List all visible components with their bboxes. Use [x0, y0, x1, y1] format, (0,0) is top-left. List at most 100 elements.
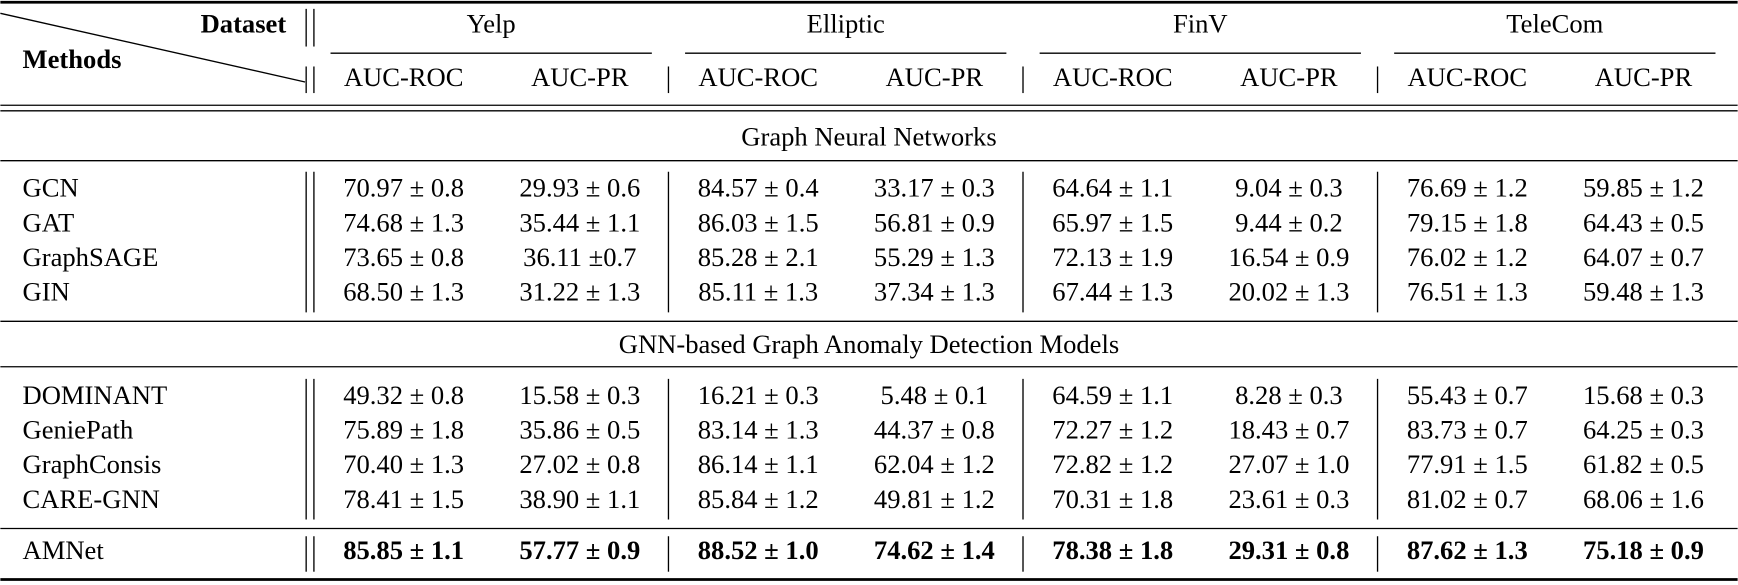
cell: 75.89 ± 1.8 — [343, 415, 464, 445]
cell: 75.18 ± 0.9 — [1583, 535, 1704, 565]
cell: 64.59 ± 1.1 — [1052, 380, 1173, 410]
cell: 84.57 ± 0.4 — [698, 173, 819, 203]
method: CARE-GNN — [23, 484, 160, 514]
cell: 8.28 ± 0.3 — [1235, 380, 1343, 410]
metric: AUC-PR — [1595, 62, 1693, 92]
cell: 38.90 ± 1.1 — [519, 484, 640, 514]
cell: 68.06 ± 1.6 — [1583, 484, 1704, 514]
cell: 76.69 ± 1.2 — [1407, 173, 1528, 203]
cell: 64.07 ± 0.7 — [1583, 242, 1704, 272]
dataset-name: Yelp — [467, 9, 516, 39]
cell: 67.44 ± 1.3 — [1052, 277, 1173, 307]
cell: 27.02 ± 0.8 — [519, 449, 640, 479]
cell: 29.93 ± 0.6 — [519, 173, 640, 203]
cell: 74.62 ± 1.4 — [874, 535, 995, 565]
corner-dataset: Dataset — [201, 9, 287, 39]
corner-methods: Methods — [23, 44, 122, 74]
cell: 23.61 ± 0.3 — [1228, 484, 1349, 514]
diagonal — [0, 12, 306, 83]
metric: AUC-PR — [886, 62, 984, 92]
method: DOMINANT — [23, 380, 168, 410]
cell: 15.58 ± 0.3 — [519, 380, 640, 410]
cell: 55.43 ± 0.7 — [1407, 380, 1528, 410]
dataset-name: TeleCom — [1506, 9, 1603, 39]
cell: 36.11 ±0.7 — [523, 242, 636, 272]
dataset-name: FinV — [1173, 9, 1228, 39]
cell: 83.73 ± 0.7 — [1407, 415, 1528, 445]
cell: 18.43 ± 0.7 — [1228, 415, 1349, 445]
cell: 16.54 ± 0.9 — [1228, 242, 1349, 272]
cell: 72.27 ± 1.2 — [1052, 415, 1173, 445]
cell: 88.52 ± 1.0 — [698, 535, 819, 565]
cell: 55.29 ± 1.3 — [874, 242, 995, 272]
cell: 65.97 ± 1.5 — [1052, 207, 1173, 237]
metric: AUC-ROC — [1407, 62, 1527, 92]
cell: 64.64 ± 1.1 — [1052, 173, 1173, 203]
cell: 87.62 ± 1.3 — [1407, 535, 1528, 565]
cell: 86.14 ± 1.1 — [698, 449, 819, 479]
cell: 49.81 ± 1.2 — [874, 484, 995, 514]
cell: 29.31 ± 0.8 — [1228, 535, 1349, 565]
method: GIN — [23, 277, 70, 307]
cell: 74.68 ± 1.3 — [343, 207, 464, 237]
cell: 35.44 ± 1.1 — [519, 207, 640, 237]
metric: AUC-PR — [531, 62, 629, 92]
method: GAT — [23, 207, 75, 237]
cell: 78.38 ± 1.8 — [1052, 535, 1173, 565]
cell: 61.82 ± 0.5 — [1583, 449, 1704, 479]
cell: 59.48 ± 1.3 — [1583, 277, 1704, 307]
method: GCN — [23, 173, 79, 203]
cell: 33.17 ± 0.3 — [874, 173, 995, 203]
cell: 16.21 ± 0.3 — [698, 380, 819, 410]
cell: 64.25 ± 0.3 — [1583, 415, 1704, 445]
cell: 72.13 ± 1.9 — [1052, 242, 1173, 272]
cell: 64.43 ± 0.5 — [1583, 207, 1704, 237]
cell: 79.15 ± 1.8 — [1407, 207, 1528, 237]
cell: 85.11 ± 1.3 — [698, 277, 818, 307]
method: GraphConsis — [23, 449, 162, 479]
metric: AUC-PR — [1240, 62, 1338, 92]
cell: 68.50 ± 1.3 — [343, 277, 464, 307]
cell: 56.81 ± 0.9 — [874, 207, 995, 237]
cell: 59.85 ± 1.2 — [1583, 173, 1704, 203]
cell: 77.91 ± 1.5 — [1407, 449, 1528, 479]
cell: 49.32 ± 0.8 — [343, 380, 464, 410]
cell: 31.22 ± 1.3 — [519, 277, 640, 307]
metric: AUC-ROC — [344, 62, 464, 92]
method: GraphSAGE — [23, 242, 159, 272]
cell: 20.02 ± 1.3 — [1228, 277, 1349, 307]
cell: 86.03 ± 1.5 — [698, 207, 819, 237]
cell: 57.77 ± 0.9 — [519, 535, 640, 565]
metric: AUC-ROC — [1053, 62, 1173, 92]
section-title: GNN-based Graph Anomaly Detection Models — [619, 329, 1119, 359]
cell: 85.85 ± 1.1 — [343, 535, 464, 565]
cell: 27.07 ± 1.0 — [1228, 449, 1349, 479]
cell: 73.65 ± 0.8 — [343, 242, 464, 272]
metric: AUC-ROC — [698, 62, 818, 92]
cell: 76.51 ± 1.3 — [1407, 277, 1528, 307]
cell: 70.40 ± 1.3 — [343, 449, 464, 479]
cell: 83.14 ± 1.3 — [698, 415, 819, 445]
dataset-name: Elliptic — [807, 9, 885, 39]
cell: 15.68 ± 0.3 — [1583, 380, 1704, 410]
cell: 70.31 ± 1.8 — [1052, 484, 1173, 514]
cell: 85.28 ± 2.1 — [698, 242, 819, 272]
cell: 72.82 ± 1.2 — [1052, 449, 1173, 479]
cell: 81.02 ± 0.7 — [1407, 484, 1528, 514]
cell: 5.48 ± 0.1 — [881, 380, 989, 410]
cell: 85.84 ± 1.2 — [698, 484, 819, 514]
cell: 62.04 ± 1.2 — [874, 449, 995, 479]
method: AMNet — [23, 535, 105, 565]
method: GeniePath — [23, 415, 134, 445]
cell: 37.34 ± 1.3 — [874, 277, 995, 307]
cell: 76.02 ± 1.2 — [1407, 242, 1528, 272]
cell: 9.44 ± 0.2 — [1235, 207, 1343, 237]
cell: 70.97 ± 0.8 — [343, 173, 464, 203]
cell: 44.37 ± 0.8 — [874, 415, 995, 445]
section-title: Graph Neural Networks — [741, 122, 996, 152]
cell: 78.41 ± 1.5 — [343, 484, 464, 514]
cell: 35.86 ± 0.5 — [519, 415, 640, 445]
cell: 9.04 ± 0.3 — [1235, 173, 1343, 203]
